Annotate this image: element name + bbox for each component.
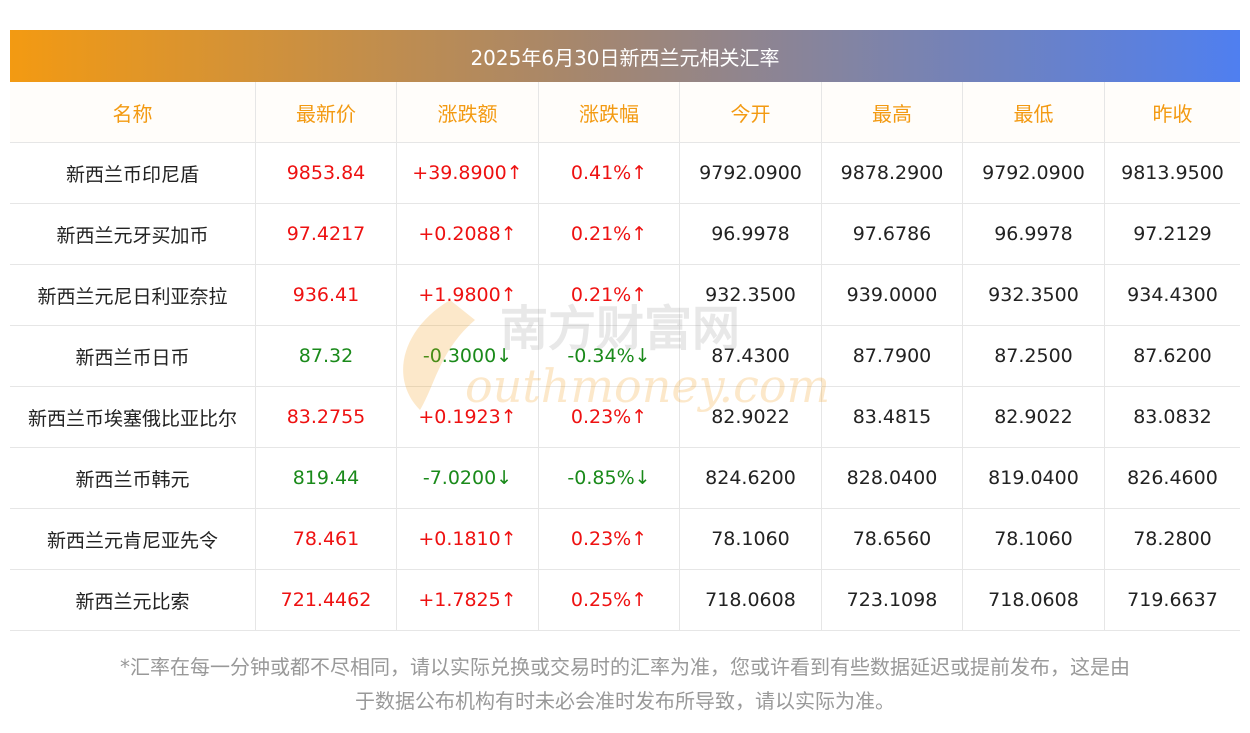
- cell-low: 718.0608: [962, 569, 1105, 631]
- cell-pct: 0.23%↑: [538, 386, 680, 448]
- cell-open: 78.1060: [679, 508, 822, 570]
- exchange-rate-table: 名称 最新价 涨跌额 涨跌幅 今开 最高 最低 昨收 新西兰币印尼盾 9853.8…: [10, 82, 1240, 631]
- column-header-prev: 昨收: [1104, 82, 1240, 143]
- cell-name: 新西兰元牙买加币: [10, 203, 256, 265]
- footnote-line-1: *汇率在每一分钟或都不尽相同，请以实际兑换或交易时的汇率为准，您或许看到有些数据…: [120, 655, 1130, 679]
- cell-latest: 97.4217: [255, 203, 397, 265]
- cell-latest: 819.44: [255, 447, 397, 509]
- table-row: 新西兰币韩元 819.44 -7.0200↓ -0.85%↓ 824.6200 828.0…: [10, 447, 1240, 509]
- cell-latest: 78.461: [255, 508, 397, 570]
- cell-latest: 83.2755: [255, 386, 397, 448]
- table-title: 2025年6月30日新西兰元相关汇率: [10, 30, 1240, 82]
- cell-low: 96.9978: [962, 203, 1105, 265]
- column-header-open: 今开: [679, 82, 822, 143]
- cell-low: 9792.0900: [962, 142, 1105, 204]
- cell-high: 723.1098: [821, 569, 963, 631]
- column-header-high: 最高: [821, 82, 963, 143]
- cell-prev: 83.0832: [1104, 386, 1240, 448]
- cell-prev: 934.4300: [1104, 264, 1240, 326]
- cell-change: +39.8900↑: [396, 142, 539, 204]
- cell-latest: 721.4462: [255, 569, 397, 631]
- cell-name: 新西兰币日币: [10, 325, 256, 387]
- column-header-change: 涨跌额: [396, 82, 539, 143]
- cell-open: 9792.0900: [679, 142, 822, 204]
- table-row: 新西兰元牙买加币 97.4217 +0.2088↑ 0.21%↑ 96.9978 97.6…: [10, 203, 1240, 265]
- table-row: 新西兰币印尼盾 9853.84 +39.8900↑ 0.41%↑ 9792.0900 98…: [10, 142, 1240, 204]
- cell-pct: 0.21%↑: [538, 203, 680, 265]
- cell-latest: 9853.84: [255, 142, 397, 204]
- cell-latest: 936.41: [255, 264, 397, 326]
- cell-latest: 87.32: [255, 325, 397, 387]
- cell-low: 78.1060: [962, 508, 1105, 570]
- cell-prev: 719.6637: [1104, 569, 1240, 631]
- table-row: 新西兰元尼日利亚奈拉 936.41 +1.9800↑ 0.21%↑ 932.3500 93…: [10, 264, 1240, 326]
- cell-name: 新西兰元比索: [10, 569, 256, 631]
- column-header-low: 最低: [962, 82, 1105, 143]
- cell-name: 新西兰元肯尼亚先令: [10, 508, 256, 570]
- column-header-name: 名称: [10, 82, 256, 143]
- cell-pct: -0.85%↓: [538, 447, 680, 509]
- cell-high: 83.4815: [821, 386, 963, 448]
- column-header-latest: 最新价: [255, 82, 397, 143]
- cell-pct: 0.25%↑: [538, 569, 680, 631]
- cell-high: 97.6786: [821, 203, 963, 265]
- cell-high: 939.0000: [821, 264, 963, 326]
- cell-name: 新西兰币韩元: [10, 447, 256, 509]
- cell-open: 932.3500: [679, 264, 822, 326]
- cell-open: 82.9022: [679, 386, 822, 448]
- table-row: 新西兰元比索 721.4462 +1.7825↑ 0.25%↑ 718.0608 723.…: [10, 569, 1240, 631]
- cell-prev: 9813.9500: [1104, 142, 1240, 204]
- cell-high: 9878.2900: [821, 142, 963, 204]
- cell-open: 96.9978: [679, 203, 822, 265]
- table-row: 新西兰币日币 87.32 -0.3000↓ -0.34%↓ 87.4300 87.7900…: [10, 325, 1240, 387]
- cell-pct: 0.23%↑: [538, 508, 680, 570]
- cell-prev: 826.4600: [1104, 447, 1240, 509]
- cell-high: 828.0400: [821, 447, 963, 509]
- cell-low: 819.0400: [962, 447, 1105, 509]
- cell-open: 718.0608: [679, 569, 822, 631]
- cell-change: +0.2088↑: [396, 203, 539, 265]
- cell-change: +0.1923↑: [396, 386, 539, 448]
- cell-low: 82.9022: [962, 386, 1105, 448]
- cell-change: +0.1810↑: [396, 508, 539, 570]
- cell-name: 新西兰币埃塞俄比亚比尔: [10, 386, 256, 448]
- cell-prev: 87.6200: [1104, 325, 1240, 387]
- cell-high: 78.6560: [821, 508, 963, 570]
- cell-high: 87.7900: [821, 325, 963, 387]
- footnote-line-2: 于数据公布机构有时未必会准时发布所导致，请以实际为准。: [355, 689, 895, 713]
- cell-low: 932.3500: [962, 264, 1105, 326]
- table-row: 新西兰币埃塞俄比亚比尔 83.2755 +0.1923↑ 0.23%↑ 82.9022 8…: [10, 386, 1240, 448]
- cell-low: 87.2500: [962, 325, 1105, 387]
- cell-name: 新西兰币印尼盾: [10, 142, 256, 204]
- cell-pct: -0.34%↓: [538, 325, 680, 387]
- table-header-row: 名称 最新价 涨跌额 涨跌幅 今开 最高 最低 昨收: [10, 82, 1240, 143]
- cell-pct: 0.41%↑: [538, 142, 680, 204]
- cell-prev: 78.2800: [1104, 508, 1240, 570]
- cell-change: -0.3000↓: [396, 325, 539, 387]
- cell-name: 新西兰元尼日利亚奈拉: [10, 264, 256, 326]
- cell-open: 824.6200: [679, 447, 822, 509]
- cell-change: +1.9800↑: [396, 264, 539, 326]
- column-header-pct: 涨跌幅: [538, 82, 680, 143]
- cell-open: 87.4300: [679, 325, 822, 387]
- cell-pct: 0.21%↑: [538, 264, 680, 326]
- cell-change: -7.0200↓: [396, 447, 539, 509]
- cell-change: +1.7825↑: [396, 569, 539, 631]
- disclaimer-footnote: *汇率在每一分钟或都不尽相同，请以实际兑换或交易时的汇率为准，您或许看到有些数据…: [14, 650, 1236, 718]
- cell-prev: 97.2129: [1104, 203, 1240, 265]
- table-row: 新西兰元肯尼亚先令 78.461 +0.1810↑ 0.23%↑ 78.1060 78.6…: [10, 508, 1240, 570]
